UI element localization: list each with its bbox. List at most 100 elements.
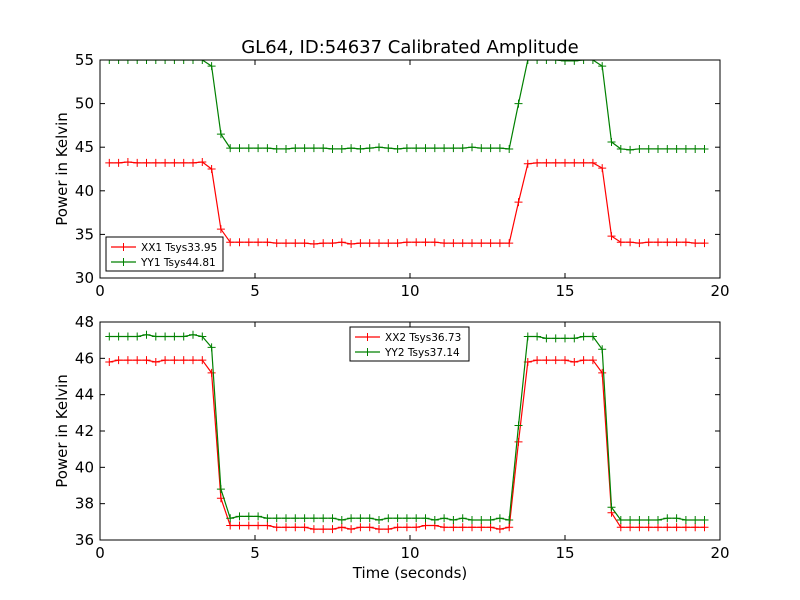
bottom-legend-marker: [363, 348, 372, 356]
top-data-point: [570, 158, 579, 167]
bottom-data-point: [468, 516, 476, 525]
bottom-data-point: [142, 330, 151, 339]
bottom-data-point: [495, 514, 504, 523]
top-data-point: [170, 60, 179, 64]
top-data-point: [523, 159, 532, 168]
bottom-data-point: [244, 512, 253, 521]
top-data-point: [393, 239, 402, 248]
bottom-data-point: [263, 514, 272, 523]
bottom-data-point: [114, 332, 123, 341]
bottom-data-point: [393, 523, 402, 532]
top-y-axis-label: Power in Kelvin: [53, 112, 71, 226]
bottom-data-point: [700, 523, 709, 532]
top-data-point: [198, 60, 207, 64]
bottom-series-2: [105, 330, 709, 525]
bottom-data-point: [207, 368, 216, 377]
bottom-legend-label: XX2 Tsys36.73: [385, 332, 461, 344]
bottom-data-point: [198, 356, 207, 365]
bottom-data-point: [319, 525, 328, 534]
bottom-data-point: [105, 357, 114, 366]
top-data-point: [393, 144, 402, 153]
top-data-point: [375, 239, 383, 248]
top-data-point: [672, 144, 681, 153]
bottom-data-point: [170, 332, 179, 341]
bottom-data-point: [105, 332, 114, 341]
top-data-point: [561, 158, 569, 167]
bottom-data-point: [337, 523, 346, 532]
bottom-data-point: [189, 330, 197, 339]
top-data-point: [616, 144, 625, 153]
top-data-point: [588, 158, 597, 167]
bottom-data-point: [551, 334, 560, 343]
top-data-point: [551, 158, 560, 167]
top-data-point: [123, 60, 132, 64]
top-data-point: [607, 137, 616, 146]
bottom-data-point: [468, 523, 476, 532]
bottom-data-point: [170, 356, 179, 365]
bottom-x-tick-label: 20: [710, 544, 729, 562]
top-data-point: [309, 144, 318, 153]
top-data-point: [189, 60, 197, 64]
top-data-point: [384, 144, 393, 153]
bottom-data-point: [588, 356, 597, 365]
top-data-point: [263, 144, 272, 153]
top-data-point: [319, 144, 328, 153]
top-data-point: [458, 144, 467, 153]
top-data-point: [365, 144, 374, 153]
figure-title: GL64, ID:54637 Calibrated Amplitude: [241, 37, 579, 58]
top-data-point: [384, 239, 393, 248]
top-data-point: [235, 238, 244, 247]
bottom-data-point: [579, 332, 588, 341]
top-data-point: [133, 158, 142, 167]
bottom-data-point: [691, 516, 700, 525]
top-data-point: [170, 158, 179, 167]
top-data-point: [216, 225, 225, 234]
top-data-point: [179, 60, 188, 64]
top-data-point: [700, 239, 709, 248]
top-data-point: [654, 144, 662, 153]
bottom-data-point: [319, 514, 328, 523]
bottom-data-point: [626, 516, 635, 525]
bottom-data-point: [309, 514, 318, 523]
bottom-data-point: [347, 514, 356, 523]
top-y-tick-label: 40: [75, 182, 94, 200]
bottom-data-point: [365, 523, 374, 532]
top-data-point: [477, 144, 486, 153]
top-data-point: [133, 60, 142, 64]
top-data-point: [179, 158, 188, 167]
top-data-point: [319, 239, 328, 248]
top-data-point: [114, 60, 123, 64]
top-data-point: [495, 239, 504, 248]
top-data-point: [579, 158, 588, 167]
bottom-data-point: [421, 514, 430, 523]
top-data-point: [365, 239, 374, 248]
top-data-point: [189, 158, 197, 167]
top-data-point: [477, 239, 486, 248]
x-axis-label: Time (seconds): [352, 564, 468, 582]
top-data-point: [254, 144, 263, 153]
top-data-point: [514, 198, 523, 207]
bottom-data-point: [291, 514, 300, 523]
bottom-data-point: [663, 514, 672, 523]
bottom-data-point: [328, 525, 337, 534]
top-data-point: [700, 144, 709, 153]
bottom-data-point: [421, 521, 430, 530]
top-y-tick-label: 45: [75, 138, 94, 156]
top-data-point: [207, 62, 216, 71]
top-data-point: [412, 238, 421, 247]
bottom-data-point: [198, 332, 207, 341]
top-data-point: [123, 158, 132, 167]
bottom-data-point: [189, 356, 197, 365]
top-data-point: [114, 158, 123, 167]
bottom-data-point: [300, 514, 309, 523]
top-data-point: [375, 143, 383, 152]
top-data-point: [282, 239, 290, 248]
bottom-data-point: [309, 525, 318, 534]
bottom-data-point: [458, 514, 467, 523]
bottom-data-point: [151, 332, 160, 341]
top-data-point: [300, 144, 309, 153]
top-data-point: [626, 145, 635, 154]
top-data-point: [616, 238, 625, 247]
bottom-data-point: [235, 521, 244, 530]
